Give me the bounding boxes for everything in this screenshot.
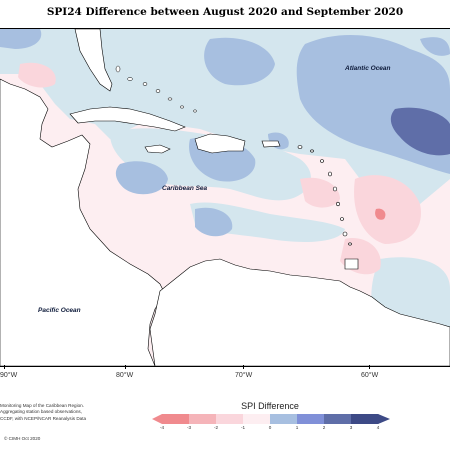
footer-line: Aggregating station based observations, [0,409,82,415]
field-pink-east [354,175,421,244]
land-hispaniola [194,133,246,154]
lon-tick-80w [125,365,126,369]
land-florida [74,29,113,92]
lon-label-70w: 70°W [235,372,253,379]
legend-swatch [243,414,271,424]
legend-swatch [297,414,325,424]
field-blue-caribbean-south [195,207,233,237]
lon-label-60w: 60°W [361,372,379,379]
land-bahamas [115,65,197,113]
legend-swatch [351,414,379,424]
legend-extend-right [378,414,390,424]
legend-title: SPI Difference [241,401,299,411]
land-jamaica [144,144,171,154]
atlantic-ocean-label: Atlantic Ocean [345,65,391,72]
legend-swatch [324,414,352,424]
footer-note: Monitoring Map of the Caribbean Region. … [0,403,120,422]
field-blue-far-east [420,37,450,56]
map-area: Atlantic Ocean Caribbean Sea Pacific Oce… [0,28,450,367]
pacific-ocean-label: Pacific Ocean [38,307,81,314]
field-dark-blue-atlantic [390,107,450,156]
lon-label-90w: 90°W [0,372,18,379]
legend-swatch [189,414,217,424]
lon-tick-60w [369,365,370,369]
footer-line: CCDF, with NCEP/NCAR Reanalysis Data [0,415,87,421]
legend-swatch [162,414,190,424]
spi-map [0,29,450,366]
map-title: SPI24 Difference between August 2020 and… [46,6,404,18]
copyright: © CIMH Oct 2020 [4,436,41,441]
legend-tick-label: -1 [240,425,246,430]
land-puerto-rico [261,140,281,148]
field-blue-nw-corner [0,29,42,49]
legend-tick-label: -3 [186,425,192,430]
legend-tick-label: -4 [159,425,165,430]
land-south-america [149,258,450,366]
field-pink-gulf [18,62,56,88]
field-blue-atlantic-north [204,37,275,86]
land-trinidad [344,258,359,270]
legend-tick-label: -2 [213,425,219,430]
legend-tick-label: 0 [268,425,272,430]
legend-tick-label: 3 [349,425,353,430]
legend-tick-label: 4 [376,425,380,430]
land-lesser-antilles [297,145,352,246]
lon-tick-90w [4,365,5,369]
field-pink-central [300,177,340,208]
land-central-america [0,78,166,366]
legend-tick-label: 2 [322,425,326,430]
field-pink-spot [375,208,386,220]
land-cuba [69,106,186,132]
legend-swatch [270,414,298,424]
footer-line: Monitoring Map of the Caribbean Region. [0,403,85,408]
field-blue-caribbean-west [115,161,168,195]
legend-tick-label: 1 [295,425,299,430]
lon-label-80w: 80°W [116,372,134,379]
legend-colorbar [152,414,390,424]
caribbean-sea-label: Caribbean Sea [162,185,208,192]
lon-tick-70w [243,365,244,369]
legend-swatch [216,414,244,424]
legend-extend-left [152,414,162,424]
